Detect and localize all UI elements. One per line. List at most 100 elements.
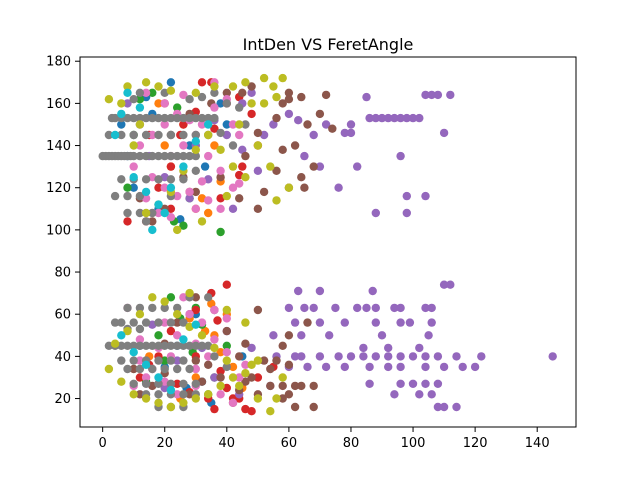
- scatter-point: [104, 364, 114, 374]
- scatter-point: [222, 99, 231, 108]
- scatter-point: [148, 293, 157, 302]
- scatter-point: [135, 151, 145, 161]
- scatter-point: [415, 390, 424, 399]
- scatter-point: [421, 90, 430, 100]
- scatter-point: [173, 331, 182, 340]
- scatter-point: [173, 356, 182, 365]
- scatter-point: [216, 204, 225, 213]
- scatter-point: [117, 109, 126, 119]
- scatter-point: [191, 88, 200, 98]
- scatter-point: [253, 141, 263, 150]
- scatter-point: [216, 366, 225, 376]
- scatter-point: [129, 364, 138, 374]
- scatter-point: [123, 183, 132, 192]
- scatter-point: [166, 113, 176, 123]
- scatter-point: [247, 82, 256, 91]
- scatter-point: [390, 303, 399, 313]
- scatter-point: [197, 92, 207, 102]
- scatter-point: [300, 183, 309, 192]
- scatter-point: [166, 341, 176, 350]
- scatter-point: [191, 320, 200, 329]
- scatter-point: [160, 318, 169, 327]
- scatter-point: [166, 78, 176, 87]
- scatter-point: [216, 373, 225, 382]
- scatter-point: [123, 82, 132, 91]
- scatter-point: [210, 88, 219, 98]
- scatter-point: [365, 379, 374, 388]
- scatter-point: [117, 130, 126, 140]
- scatter-point: [185, 151, 194, 161]
- scatter-point: [439, 362, 449, 372]
- scatter-point: [160, 297, 169, 306]
- scatter-point: [241, 173, 250, 182]
- scatter-point: [377, 331, 387, 340]
- scatter-point: [185, 187, 194, 197]
- scatter-point: [135, 208, 145, 218]
- scatter-point: [191, 305, 200, 315]
- scatter-point: [191, 151, 200, 161]
- scatter-point: [402, 208, 411, 218]
- scatter-point: [297, 352, 306, 361]
- scatter-point: [166, 204, 176, 213]
- y-tick-label: 120: [46, 181, 71, 196]
- scatter-point: [197, 341, 207, 350]
- scatter-point: [309, 402, 318, 412]
- scatter-point: [148, 130, 157, 140]
- scatter-point: [154, 318, 163, 327]
- scatter-point: [135, 113, 145, 123]
- scatter-point: [135, 373, 145, 382]
- scatter-point: [154, 175, 163, 184]
- scatter-point: [253, 373, 263, 382]
- scatter-point: [179, 175, 188, 184]
- scatter-point: [129, 95, 138, 104]
- scatter-point: [340, 128, 349, 138]
- scatter-point: [297, 331, 306, 340]
- scatter-point: [173, 151, 182, 161]
- scatter-point: [185, 310, 194, 319]
- scatter-point: [365, 362, 374, 372]
- scatter-point: [253, 356, 263, 365]
- scatter-point: [197, 217, 207, 226]
- scatter-point: [446, 90, 455, 100]
- scatter-point: [123, 303, 132, 313]
- scatter-point: [228, 120, 238, 129]
- scatter-point: [204, 360, 213, 369]
- scatter-point: [359, 343, 368, 353]
- scatter-point: [117, 377, 126, 386]
- scatter-point: [179, 141, 188, 150]
- scatter-point: [238, 145, 247, 154]
- scatter-point: [321, 120, 331, 129]
- scatter-point: [235, 179, 244, 188]
- scatter-point: [216, 99, 225, 108]
- scatter-point: [446, 280, 455, 289]
- scatter-point: [396, 318, 405, 327]
- scatter-point: [284, 109, 294, 119]
- scatter-point: [377, 113, 387, 123]
- scatter-point: [427, 390, 436, 399]
- scatter-point: [235, 103, 244, 112]
- scatter-point: [290, 141, 300, 150]
- scatter-point: [371, 208, 380, 218]
- scatter-point: [340, 318, 349, 327]
- scatter-point: [123, 341, 132, 350]
- scatter-point: [154, 379, 163, 388]
- scatter-point: [253, 128, 263, 138]
- scatter-point: [160, 341, 169, 350]
- scatter-point: [179, 318, 188, 327]
- scatter-point: [173, 379, 182, 388]
- scatter-point: [173, 225, 182, 235]
- scatter-point: [213, 316, 222, 325]
- scatter-point: [238, 88, 247, 98]
- scatter-point: [421, 303, 430, 313]
- scatter-point: [191, 341, 200, 350]
- scatter-point: [346, 352, 356, 361]
- scatter-point: [204, 390, 213, 399]
- scatter-point: [135, 341, 145, 350]
- scatter-point: [166, 402, 176, 412]
- scatter-point: [148, 225, 157, 235]
- x-tick-label: 120: [463, 436, 488, 451]
- scatter-point: [166, 293, 176, 302]
- scatter-point: [309, 130, 318, 140]
